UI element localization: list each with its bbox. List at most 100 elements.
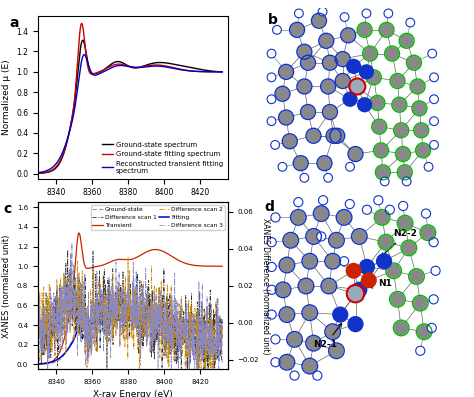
Circle shape bbox=[349, 148, 362, 160]
Circle shape bbox=[385, 10, 392, 17]
Difference scan 1 bbox=[35, 319, 41, 324]
Circle shape bbox=[431, 74, 438, 81]
Circle shape bbox=[351, 80, 364, 93]
Reconstructed transient fitting
spectrum bbox=[35, 170, 41, 175]
Circle shape bbox=[280, 66, 292, 78]
Circle shape bbox=[364, 47, 376, 60]
Ground-state fitting spectrum bbox=[186, 68, 192, 73]
Y-axis label: XANES Difference (normalized unit): XANES Difference (normalized unit) bbox=[261, 218, 270, 354]
Ground-state spectrum bbox=[124, 63, 130, 67]
Difference scan 3 bbox=[219, 362, 225, 367]
Difference scan 1 bbox=[65, 248, 71, 252]
Circle shape bbox=[331, 129, 344, 142]
Circle shape bbox=[425, 164, 432, 170]
Transient bbox=[93, 264, 99, 269]
Circle shape bbox=[330, 234, 343, 247]
Circle shape bbox=[319, 8, 326, 15]
Circle shape bbox=[421, 226, 434, 239]
Reconstructed transient fitting
spectrum bbox=[186, 68, 192, 73]
Circle shape bbox=[337, 75, 349, 87]
Circle shape bbox=[362, 273, 376, 287]
Circle shape bbox=[408, 56, 420, 69]
Circle shape bbox=[281, 356, 293, 369]
Transient bbox=[81, 256, 86, 261]
Difference scan 3 bbox=[201, 323, 207, 328]
Circle shape bbox=[410, 270, 423, 283]
Circle shape bbox=[272, 359, 279, 366]
Fitting bbox=[156, 318, 162, 323]
Difference scan 3 bbox=[179, 324, 185, 329]
Fitting bbox=[219, 320, 225, 324]
Circle shape bbox=[395, 322, 408, 334]
Difference scan 3 bbox=[168, 382, 174, 387]
Ground-state spectrum bbox=[135, 65, 141, 70]
Circle shape bbox=[303, 306, 316, 319]
Line: Transient: Transient bbox=[38, 233, 222, 364]
Difference scan 2 bbox=[93, 330, 99, 335]
Difference scan 1 bbox=[179, 345, 184, 350]
Ground-state fitting spectrum bbox=[215, 69, 221, 74]
Ground-state fitting spectrum bbox=[35, 171, 41, 175]
Reconstructed transient fitting
spectrum bbox=[124, 64, 130, 69]
Circle shape bbox=[296, 10, 302, 17]
Circle shape bbox=[268, 118, 275, 124]
Circle shape bbox=[268, 50, 275, 57]
Circle shape bbox=[291, 372, 298, 379]
Circle shape bbox=[294, 157, 307, 170]
Circle shape bbox=[418, 325, 430, 338]
Circle shape bbox=[397, 148, 409, 160]
Difference scan 2 bbox=[179, 345, 184, 350]
Circle shape bbox=[303, 360, 316, 372]
Circle shape bbox=[375, 197, 382, 204]
Circle shape bbox=[302, 56, 314, 69]
Circle shape bbox=[292, 211, 305, 224]
Circle shape bbox=[318, 233, 325, 240]
Line: Reconstructed transient fitting
spectrum: Reconstructed transient fitting spectrum bbox=[38, 55, 222, 173]
Transient bbox=[87, 266, 93, 270]
Line: Difference scan 3: Difference scan 3 bbox=[38, 243, 222, 385]
Circle shape bbox=[330, 344, 343, 357]
Ground-state fitting spectrum bbox=[79, 21, 85, 26]
Circle shape bbox=[284, 234, 297, 247]
Text: N2-1: N2-1 bbox=[314, 324, 342, 349]
Circle shape bbox=[303, 255, 316, 268]
Circle shape bbox=[333, 307, 348, 322]
Difference scan 1 bbox=[156, 285, 162, 289]
Circle shape bbox=[377, 254, 392, 269]
Difference scan 1 bbox=[205, 385, 211, 390]
Circle shape bbox=[358, 98, 372, 112]
Difference scan 1 bbox=[219, 337, 225, 342]
Circle shape bbox=[281, 308, 293, 321]
Circle shape bbox=[411, 80, 424, 93]
Reconstructed transient fitting
spectrum bbox=[219, 69, 225, 74]
Difference scan 2 bbox=[125, 255, 131, 260]
Circle shape bbox=[342, 29, 355, 42]
Line: Difference scan 1: Difference scan 1 bbox=[38, 250, 222, 388]
Ground-state bbox=[219, 318, 225, 322]
Circle shape bbox=[359, 65, 374, 79]
Circle shape bbox=[307, 230, 320, 243]
Difference scan 3 bbox=[81, 279, 86, 283]
Ground-state bbox=[156, 315, 162, 320]
Circle shape bbox=[268, 311, 275, 318]
Circle shape bbox=[391, 293, 404, 306]
Difference scan 3 bbox=[87, 340, 93, 345]
Ground-state fitting spectrum bbox=[145, 63, 151, 68]
Circle shape bbox=[400, 202, 407, 209]
Circle shape bbox=[358, 24, 371, 36]
Difference scan 2 bbox=[87, 348, 93, 353]
Transient bbox=[156, 248, 162, 252]
Difference scan 3 bbox=[93, 304, 99, 309]
Circle shape bbox=[319, 197, 327, 204]
Difference scan 2 bbox=[156, 284, 162, 289]
Text: A: A bbox=[62, 282, 69, 302]
Circle shape bbox=[298, 80, 310, 93]
Difference scan 3 bbox=[156, 306, 162, 311]
Ground-state fitting spectrum bbox=[135, 65, 141, 69]
Circle shape bbox=[307, 337, 320, 350]
Fitting bbox=[35, 362, 41, 366]
Difference scan 2 bbox=[202, 390, 208, 395]
Difference scan 3 bbox=[69, 241, 75, 245]
Reconstructed transient fitting
spectrum bbox=[215, 69, 221, 74]
Circle shape bbox=[268, 74, 275, 81]
